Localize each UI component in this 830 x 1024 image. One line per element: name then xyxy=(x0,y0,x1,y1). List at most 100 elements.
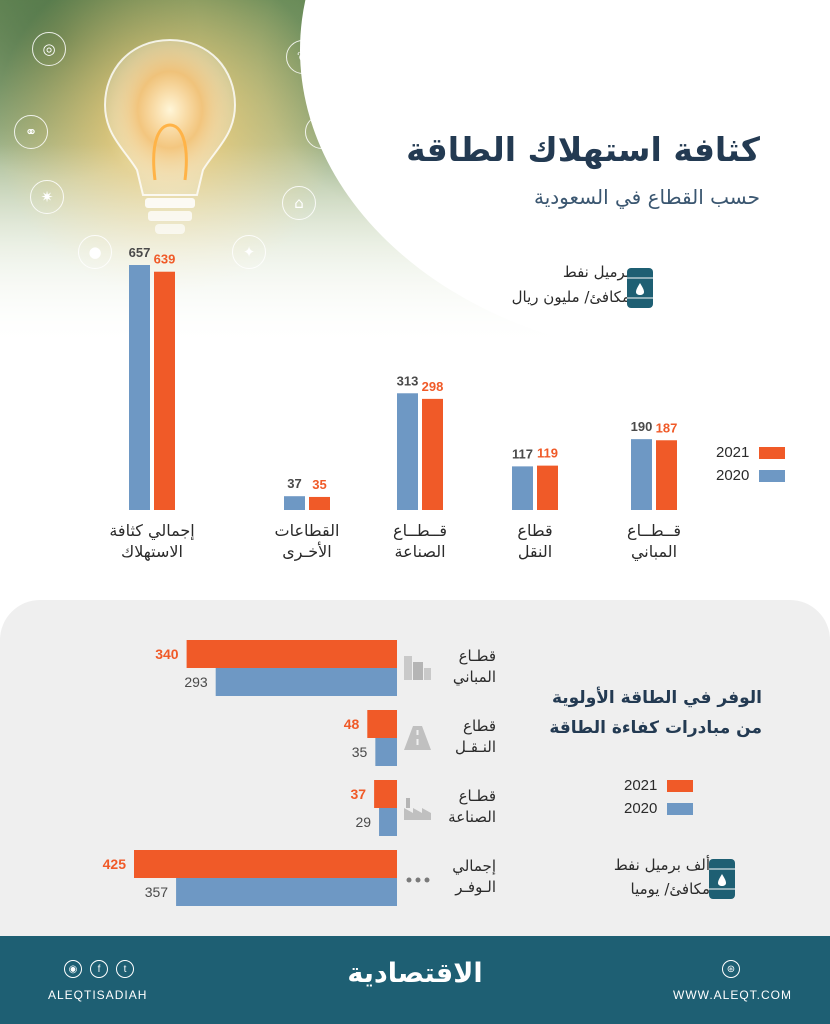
hcategory-line-2: الـوفـر xyxy=(455,878,496,896)
legend-swatch-2020 xyxy=(759,469,786,482)
hbar-label-2021-3: 425 xyxy=(103,856,127,872)
hbar-label-2020-3: 357 xyxy=(145,884,169,900)
social-handle[interactable]: ALEQTISADIAH xyxy=(48,988,148,1002)
building-icon xyxy=(404,656,431,680)
hcategory-line-2: النـقـل xyxy=(454,738,496,756)
hero-background: ◎ ❦ ♻ ⌂ ✷ ● ⚭ ✦ xyxy=(0,0,830,360)
bar-label-2020-1: 117 xyxy=(512,446,533,461)
hcategory-line-2: الصناعة xyxy=(448,808,496,826)
hcategory-line-1: قطـاع xyxy=(458,787,496,805)
hbar-2021-0 xyxy=(186,640,397,668)
unit-line-1: برميل نفط xyxy=(562,263,630,281)
hbar-label-2021-2: 37 xyxy=(351,786,367,802)
category-line-1: القطاعات xyxy=(274,521,340,540)
unit-label-bottom: ألف برميل نفط مكافئ/ يوميا xyxy=(614,853,710,901)
globe-icon: ◎ xyxy=(32,32,66,66)
category-label-0: قــطــاع المباني xyxy=(599,520,709,562)
bulb-icon xyxy=(103,38,237,234)
hbar-2020-2 xyxy=(379,808,397,836)
bar-label-2020-4: 657 xyxy=(129,245,151,260)
hcategory-label-1: قطاع النـقـل xyxy=(455,716,496,758)
bar-2020-2 xyxy=(397,393,418,510)
brand-logo: الاقتصادية xyxy=(347,958,483,989)
legend-label-2020-bottom: 2020 xyxy=(624,800,658,817)
hcategory-line-1: إجمالي xyxy=(452,857,496,875)
category-label-2: قــطــاع الصناعة xyxy=(365,520,475,562)
bar-2021-4 xyxy=(154,271,175,510)
facebook-icon[interactable]: f xyxy=(90,960,108,978)
savings-panel xyxy=(0,600,830,936)
unit-bottom-line-2: مكافئ/ يوميا xyxy=(630,880,710,898)
category-line-2: النقل xyxy=(517,542,553,561)
unit-line-2: مكافئ/ مليون ريال xyxy=(511,288,630,306)
drop-icon: ● xyxy=(78,235,112,269)
legend-label-2021: 2021 xyxy=(716,444,750,461)
bar-2021-1 xyxy=(537,465,558,510)
legend-swatch-2021 xyxy=(759,446,786,459)
legend-label-2020: 2020 xyxy=(716,467,750,484)
bar-2020-4 xyxy=(129,265,150,510)
bulb-small-icon: ✦ xyxy=(232,235,266,269)
bar-label-2021-2: 298 xyxy=(422,379,444,394)
twitter-icon[interactable]: t xyxy=(116,960,134,978)
website-link[interactable]: WWW.ALEQT.COM xyxy=(673,988,792,1002)
hcategory-label-2: قطـاع الصناعة xyxy=(448,786,496,828)
bar-2021-2 xyxy=(422,398,443,510)
hbar-label-2020-2: 29 xyxy=(355,814,371,830)
bar-2021-3 xyxy=(309,496,330,510)
savings-title-line-2: من مبادرات كفاءة الطاقة xyxy=(549,718,762,738)
category-label-4: إجمالي كثافة الاستهلاك xyxy=(97,520,207,562)
legend-2020-top: 2020 xyxy=(716,467,786,484)
legend-2021-bottom: 2021 xyxy=(624,777,694,794)
hcategory-line-1: قطـاع xyxy=(458,647,496,665)
web-icon[interactable]: ⊛ xyxy=(722,960,740,978)
category-line-2: المباني xyxy=(630,542,678,561)
category-line-1: قطاع xyxy=(517,521,553,540)
bar-label-2020-2: 313 xyxy=(397,373,419,388)
factory-icon xyxy=(404,798,431,820)
legend-2020-bottom: 2020 xyxy=(624,800,694,817)
category-label-3: القطاعات الأخـرى xyxy=(252,520,362,562)
horizontal-bar-chart: 340 293 48 35 37 29 425 357 xyxy=(103,640,431,906)
hbar-label-2020-0: 293 xyxy=(184,674,208,690)
category-line-2: الصناعة xyxy=(394,542,446,561)
hbar-2020-3 xyxy=(176,878,397,906)
category-line-2: الاستهلاك xyxy=(121,542,183,561)
vertical-bar-chart: 190 187 117 119 313 298 37 35 657 639 xyxy=(129,245,678,510)
legend-label-2021-bottom: 2021 xyxy=(624,777,658,794)
bar-label-2021-1: 119 xyxy=(537,446,558,461)
category-line-2: الأخـرى xyxy=(282,542,332,561)
dots-icon xyxy=(406,877,430,883)
hbar-2021-2 xyxy=(374,780,397,808)
bar-2021-0 xyxy=(656,440,677,510)
hcategory-line-1: قطاع xyxy=(463,717,496,735)
category-label-1: قطاع النقل xyxy=(480,520,590,562)
page-title: كثافة استهلاك الطاقة xyxy=(406,130,760,169)
legend-swatch-2021-bottom xyxy=(667,779,694,792)
bar-label-2020-3: 37 xyxy=(287,476,301,491)
bar-2020-0 xyxy=(631,439,652,510)
instagram-icon[interactable]: ◉ xyxy=(64,960,82,978)
category-line-1: قــطــاع xyxy=(393,521,447,540)
bar-label-2021-0: 187 xyxy=(656,420,678,435)
hbar-2021-1 xyxy=(367,710,397,738)
hcategory-label-3: إجمالي الـوفـر xyxy=(452,856,496,898)
category-line-1: قــطــاع xyxy=(627,521,681,540)
savings-title-line-1: الوفر في الطاقة الأولوية xyxy=(551,688,762,708)
home-icon: ⌂ xyxy=(282,186,316,220)
legend-2021-top: 2021 xyxy=(716,444,786,461)
footer xyxy=(0,936,830,1024)
legend-swatch-2020-bottom xyxy=(667,802,694,815)
hbar-2021-3 xyxy=(134,850,397,878)
page-subtitle: حسب القطاع في السعودية xyxy=(533,185,760,209)
unit-bottom-line-1: ألف برميل نفط xyxy=(613,856,710,874)
bar-2020-1 xyxy=(512,466,533,510)
hbar-label-2020-1: 35 xyxy=(352,744,368,760)
bar-label-2020-0: 190 xyxy=(631,419,653,434)
hbar-2020-0 xyxy=(215,668,397,696)
hcategory-line-2: المباني xyxy=(452,668,496,686)
bar-label-2021-3: 35 xyxy=(312,477,326,492)
category-line-1: إجمالي كثافة xyxy=(109,521,195,540)
bar-label-2021-4: 639 xyxy=(154,252,176,267)
barrel-icon xyxy=(627,268,653,308)
